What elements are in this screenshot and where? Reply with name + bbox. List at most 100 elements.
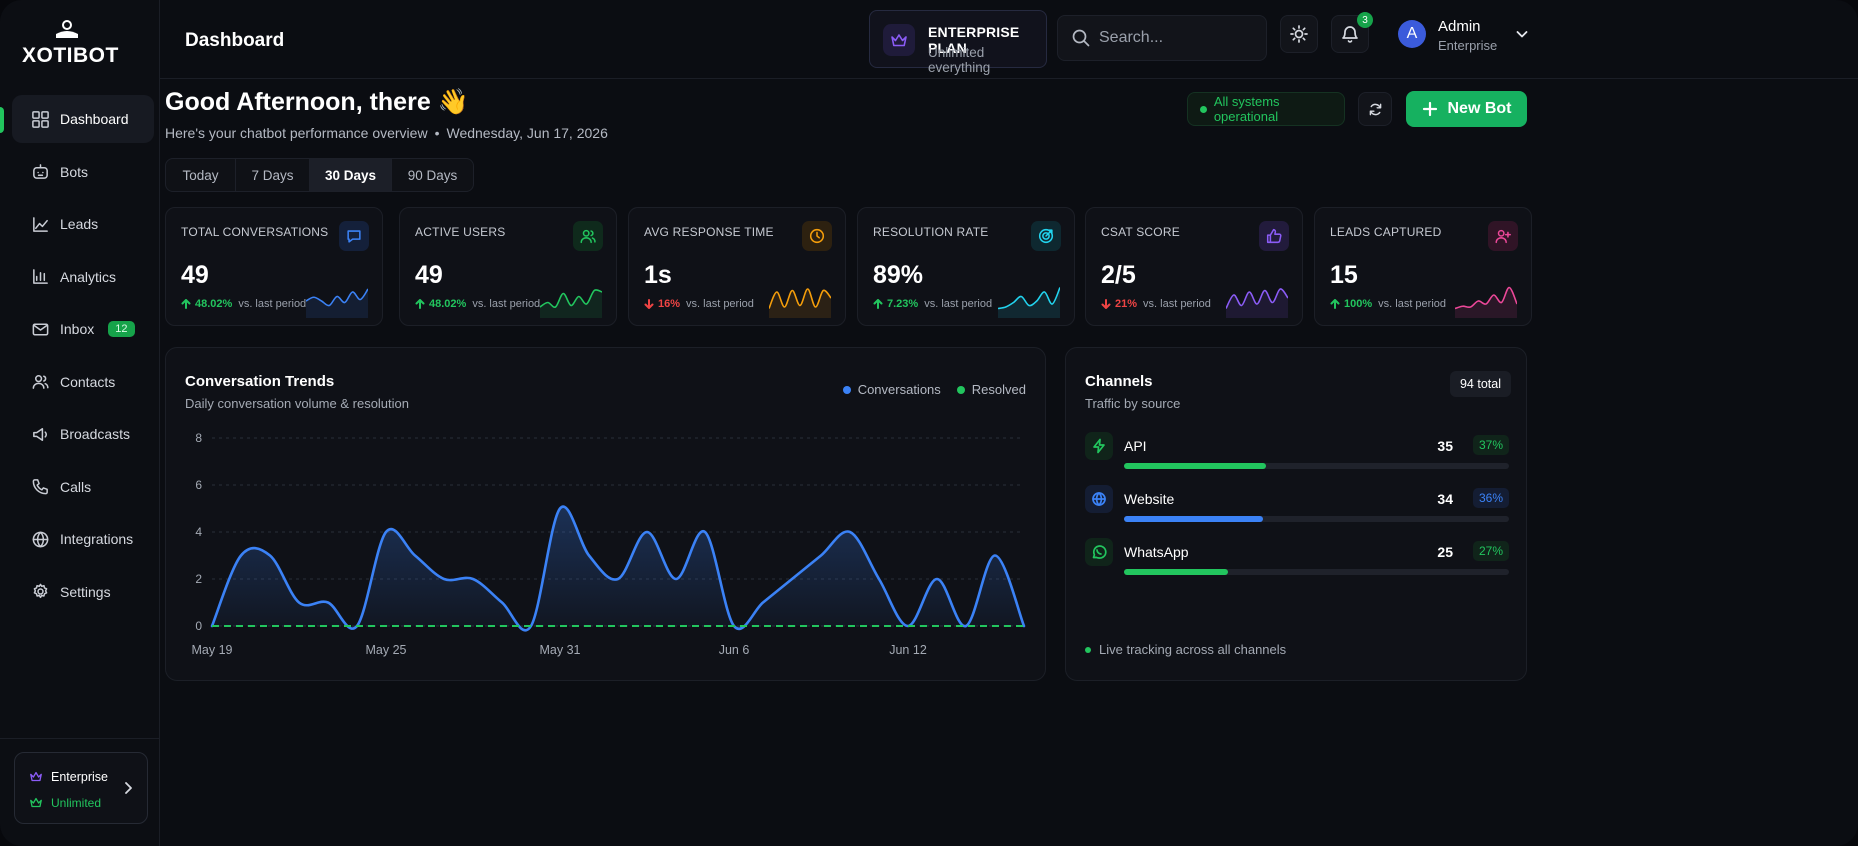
stat-card-csat-score[interactable]: CSAT SCORE 2/5 21% vs. last period [1085, 207, 1303, 326]
stat-label: RESOLUTION RATE [873, 225, 989, 239]
crown-icon [30, 771, 42, 782]
channel-row-website[interactable]: Website 34 36% [1085, 485, 1509, 525]
brand-logo[interactable]: XOTIBOT [22, 20, 118, 67]
user-menu[interactable]: A Admin Enterprise [1398, 18, 1533, 59]
sidebar-item-dashboard[interactable]: Dashboard [0, 95, 154, 143]
legend-swatch [842, 385, 851, 394]
plan-card-tier: Unlimited [29, 796, 101, 810]
sidebar-item-inbox[interactable]: Inbox 12 [12, 305, 154, 353]
stat-delta: 21% [1101, 298, 1137, 310]
stat-value: 1s [644, 261, 672, 289]
plan-card[interactable]: Enterprise Unlimited [14, 752, 148, 824]
y-tick-label: 2 [195, 572, 202, 586]
sidebar-item-label: Analytics [60, 268, 117, 285]
stat-change: 21% vs. last period [1101, 298, 1211, 310]
live-dot [1085, 646, 1091, 653]
stat-value: 49 [415, 261, 443, 289]
chart-legend: Conversations Resolved [827, 382, 1026, 397]
sidebar-item-label: Inbox [60, 321, 95, 337]
channel-progress-track [1124, 569, 1509, 575]
conversations-area [212, 506, 1024, 631]
refresh-button[interactable] [1358, 92, 1392, 126]
channel-name: WhatsApp [1124, 544, 1189, 560]
sparkline-line [306, 288, 368, 307]
sparkline [1226, 288, 1288, 318]
analytics-icon [30, 267, 50, 287]
plan-badge-title: ENTERPRISE PLAN [928, 24, 1020, 56]
sidebar-item-integrations[interactable]: Integrations [12, 515, 154, 563]
sparkline-line [769, 288, 831, 309]
channel-progress-fill [1124, 569, 1228, 575]
users-icon [573, 221, 603, 251]
stat-delta: 48.02% [415, 298, 466, 310]
channel-count: 35 [1437, 438, 1453, 454]
notifications-button[interactable]: 3 [1331, 12, 1373, 53]
crown-outline-icon [30, 797, 42, 808]
stat-label: CSAT SCORE [1101, 225, 1180, 239]
panel-subtitle: Traffic by source [1085, 396, 1181, 411]
channels-panel: Channels Traffic by source 94 total API … [1065, 347, 1527, 681]
sidebar-item-calls[interactable]: Calls [12, 463, 154, 511]
sidebar-item-settings[interactable]: Settings [12, 568, 154, 616]
sidebar-item-label: Settings [60, 583, 111, 600]
y-tick-label: 8 [195, 431, 202, 445]
channel-progress-track [1124, 463, 1509, 469]
chat-icon [339, 221, 369, 251]
new-bot-button[interactable]: New Bot [1406, 91, 1527, 127]
target-icon [1031, 221, 1061, 251]
avatar: A [1398, 20, 1426, 48]
megaphone-icon [30, 424, 50, 444]
stat-value: 15 [1330, 261, 1358, 289]
stat-note: vs. last period [238, 298, 307, 310]
sparkline [998, 287, 1060, 318]
tab-today[interactable]: Today [166, 159, 236, 191]
mail-icon [30, 319, 50, 339]
sidebar-item-label: Dashboard [60, 111, 129, 127]
enterprise-plan-badge[interactable]: ENTERPRISE PLAN Unlimited everything [869, 10, 1047, 75]
sidebar-item-broadcasts[interactable]: Broadcasts [12, 410, 154, 458]
legend-swatch [956, 385, 965, 394]
legend-item-resolved[interactable]: Resolved [956, 382, 1026, 397]
chevron-down-icon [1516, 31, 1528, 38]
sidebar-item-leads[interactable]: Leads [12, 200, 154, 248]
sidebar-item-contacts[interactable]: Contacts [12, 358, 154, 406]
stat-card-active-users[interactable]: ACTIVE USERS 49 48.02% vs. last period [399, 207, 617, 326]
greeting-subtitle: Here's your chatbot performance overview… [165, 125, 608, 141]
tab-30-days[interactable]: 30 Days [310, 159, 392, 191]
theme-toggle-button[interactable] [1280, 15, 1318, 53]
channel-row-whatsapp[interactable]: WhatsApp 25 27% [1085, 538, 1509, 578]
tab-7-days[interactable]: 7 Days [236, 159, 310, 191]
channel-row-api[interactable]: API 35 37% [1085, 432, 1509, 472]
channel-percent: 27% [1472, 541, 1509, 561]
stat-delta: 100% [1330, 298, 1372, 310]
legend-item-conversations[interactable]: Conversations [842, 382, 941, 397]
sparkline [306, 288, 368, 318]
sidebar-item-label: Integrations [60, 531, 134, 547]
waving-hand-emoji: 👋 [437, 88, 469, 116]
plan-name: Enterprise [51, 770, 108, 784]
sparkline [769, 288, 831, 318]
stat-delta-value: 100% [1344, 298, 1373, 310]
sidebar-item-bots[interactable]: Bots [12, 148, 154, 196]
tab-90-days[interactable]: 90 Days [407, 167, 458, 183]
stat-card-total-conversations[interactable]: TOTAL CONVERSATIONS 49 48.02% vs. last pe… [165, 207, 383, 326]
stat-change: 48.02% vs. last period [181, 298, 306, 310]
notification-count-badge: 3 [1357, 12, 1373, 28]
arrow-up-icon [1330, 299, 1340, 309]
status-dot [1200, 105, 1207, 113]
x-tick-label: May 31 [540, 643, 581, 657]
separator-dot: • [434, 125, 440, 141]
panel-subtitle: Daily conversation volume & resolution [185, 396, 409, 411]
user-role: Enterprise [1438, 38, 1498, 53]
thumbs-up-icon [1259, 221, 1289, 251]
search-input[interactable]: Search... [1057, 15, 1267, 61]
sidebar-item-analytics[interactable]: Analytics [12, 253, 154, 301]
stat-card-avg-response-time[interactable]: AVG RESPONSE TIME 1s 16% vs. last period [628, 207, 846, 326]
current-date: Wednesday, Jun 17, 2026 [446, 125, 608, 141]
conversation-trends-panel: 0 2 4 6 8 May 19 May 25 May 31 Jun 6 Jun 12 Conve… [165, 347, 1046, 681]
stat-card-leads-captured[interactable]: LEADS CAPTURED 15 100% vs. last period [1314, 207, 1532, 326]
stat-note: vs. last period [472, 298, 541, 310]
stat-delta-value: 7.23% [887, 298, 919, 310]
stat-card-resolution-rate[interactable]: RESOLUTION RATE 89% 7.23% vs. last period [857, 207, 1075, 326]
stat-note: vs. last period [1378, 298, 1447, 310]
